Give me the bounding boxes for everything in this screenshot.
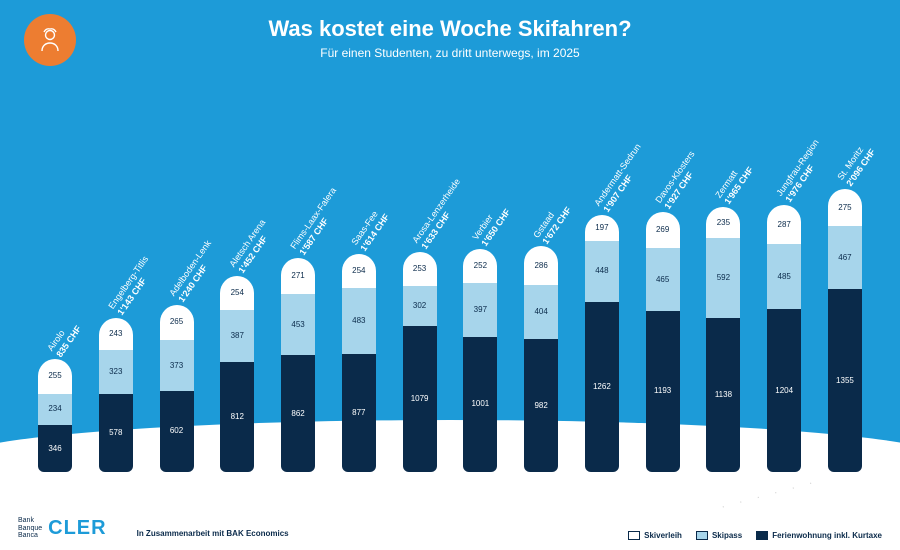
bar-column: Saas-Fee1'614 CHF254483877 — [334, 254, 384, 472]
bar-segment-skipass: 404 — [524, 285, 558, 340]
bar-segment-skiverleih: 269 — [646, 212, 680, 248]
swatch-skiverleih — [628, 531, 640, 540]
bar-column: Andermatt-Sedrun1'907 CHF1974481262 — [577, 215, 627, 472]
bar-column: Verbier1'650 CHF2523971001 — [455, 249, 505, 472]
stacked-bar: 255234346 — [38, 359, 72, 472]
chart-subtitle: Für einen Studenten, zu dritt unterwegs,… — [0, 46, 900, 60]
bar-label: Verbier1'650 CHF — [472, 202, 514, 249]
chart-title: Was kostet eine Woche Skifahren? — [0, 16, 900, 42]
bar-segment-skipass: 467 — [828, 226, 862, 289]
bar-segment-skiverleih: 253 — [403, 252, 437, 286]
legend: Skiverleih Skipass Ferienwohnung inkl. K… — [628, 531, 882, 540]
legend-item-skipass: Skipass — [696, 531, 742, 540]
bar-segment-skiverleih: 197 — [585, 215, 619, 242]
bar-segment-skipass: 302 — [403, 286, 437, 327]
legend-label: Skiverleih — [644, 531, 682, 540]
bar-segment-skipass: 465 — [646, 248, 680, 311]
stacked-bar: 243323578 — [99, 318, 133, 472]
bar-column: Jungfrau-Region1'976 CHF2874851204 — [759, 205, 809, 472]
swatch-wohnung — [756, 531, 768, 540]
brand-logo: BankBanqueBanca CLER — [18, 517, 107, 540]
bar-segment-skipass: 453 — [281, 294, 315, 355]
bar-segment-skipass: 483 — [342, 288, 376, 353]
footer: BankBanqueBanca CLER In Zusammenarbeit m… — [18, 517, 882, 540]
bar-segment-wohnung: 346 — [38, 425, 72, 472]
stacked-bar: 265373602 — [160, 305, 194, 472]
bar-label: Arosa-Lenzerheide1'633 CHF — [411, 177, 472, 251]
legend-label: Skipass — [712, 531, 742, 540]
bar-label: Flims-Laax-Falera1'587 CHF — [289, 186, 348, 257]
stacked-bar: 254483877 — [342, 254, 376, 472]
bar-segment-skiverleih: 286 — [524, 246, 558, 285]
bar-segment-wohnung: 812 — [220, 362, 254, 472]
stacked-bar: 2754671355 — [828, 189, 862, 472]
bar-segment-skiverleih: 275 — [828, 189, 862, 226]
bar-segment-wohnung: 1001 — [463, 337, 497, 472]
bar-segment-skiverleih: 287 — [767, 205, 801, 244]
bar-segment-skipass: 448 — [585, 241, 619, 301]
bar-column: Davos-Klosters1'927 CHF2694651193 — [638, 212, 688, 472]
bar-segment-wohnung: 602 — [160, 391, 194, 472]
brand-name: CLER — [48, 517, 106, 540]
bar-segment-skiverleih: 265 — [160, 305, 194, 341]
bar-segment-wohnung: 862 — [281, 355, 315, 471]
bar-label: Aletsch Arena1'452 CHF — [228, 218, 277, 275]
stacked-bar: 271453862 — [281, 258, 315, 472]
bar-label: Saas-Fee1'614 CHF — [350, 207, 392, 254]
bar-column: Flims-Laax-Falera1'587 CHF271453862 — [273, 258, 323, 472]
bar-label: Airolo835 CHF — [46, 318, 84, 359]
bar-segment-skipass: 373 — [160, 340, 194, 390]
bar-segment-skipass: 397 — [463, 283, 497, 337]
bar-segment-skiverleih: 255 — [38, 359, 72, 393]
bar-segment-wohnung: 1355 — [828, 289, 862, 472]
legend-item-wohnung: Ferienwohnung inkl. Kurtaxe — [756, 531, 882, 540]
bar-column: Gstaad1'672 CHF286404982 — [516, 246, 566, 472]
bank-label: BankBanqueBanca — [18, 517, 42, 540]
bar-column: Aletsch Arena1'452 CHF254387812 — [212, 276, 262, 472]
swatch-skipass — [696, 531, 708, 540]
bar-column: Arosa-Lenzerheide1'633 CHF2533021079 — [395, 252, 445, 472]
stacked-bar: 2523971001 — [463, 249, 497, 472]
bar-segment-skipass: 323 — [99, 350, 133, 394]
bar-segment-skiverleih: 243 — [99, 318, 133, 351]
bar-segment-skipass: 234 — [38, 394, 72, 426]
bar-chart: Airolo835 CHF255234346Engelberg-Titlis1'… — [30, 102, 870, 472]
stacked-bar: 2533021079 — [403, 252, 437, 472]
bar-label: Gstaad1'672 CHF — [532, 199, 574, 246]
bar-column: Engelberg-Titlis1'143 CHF243323578 — [91, 318, 141, 472]
bar-segment-wohnung: 1079 — [403, 326, 437, 472]
bar-column: St. Moritz2'096 CHF2754671355 — [820, 189, 870, 472]
bar-segment-skiverleih: 252 — [463, 249, 497, 283]
collaboration-text: In Zusammenarbeit mit BAK Economics — [137, 529, 289, 540]
bar-segment-skipass: 387 — [220, 310, 254, 362]
bar-segment-wohnung: 1204 — [767, 309, 801, 472]
bar-label: Davos-Klosters1'927 CHF — [654, 150, 706, 212]
bar-label: Andermatt-Sedrun1'907 CHF — [593, 142, 652, 214]
bar-segment-skiverleih: 254 — [342, 254, 376, 288]
bar-segment-skipass: 592 — [706, 238, 740, 318]
stacked-bar: 2355921138 — [706, 207, 740, 472]
bar-column: Airolo835 CHF255234346 — [30, 359, 80, 472]
bar-segment-wohnung: 1138 — [706, 318, 740, 472]
bar-segment-wohnung: 1262 — [585, 302, 619, 472]
bar-segment-wohnung: 578 — [99, 394, 133, 472]
stacked-bar: 2694651193 — [646, 212, 680, 472]
bar-segment-skiverleih: 254 — [220, 276, 254, 310]
bar-column: Zermatt1'965 CHF2355921138 — [698, 207, 748, 472]
stacked-bar: 286404982 — [524, 246, 558, 472]
bar-segment-wohnung: 877 — [342, 354, 376, 472]
legend-item-skiverleih: Skiverleih — [628, 531, 682, 540]
legend-label: Ferienwohnung inkl. Kurtaxe — [772, 531, 882, 540]
stacked-bar: 2874851204 — [767, 205, 801, 472]
bar-segment-wohnung: 982 — [524, 339, 558, 472]
bar-column: Adelboden-Lenk1'240 CHF265373602 — [152, 305, 202, 472]
header: Was kostet eine Woche Skifahren? Für ein… — [0, 16, 900, 60]
bar-segment-skipass: 485 — [767, 244, 801, 309]
bar-label: Zermatt1'965 CHF — [715, 159, 757, 206]
bar-segment-skiverleih: 271 — [281, 258, 315, 295]
stacked-bar: 254387812 — [220, 276, 254, 472]
bar-segment-skiverleih: 235 — [706, 207, 740, 239]
stacked-bar: 1974481262 — [585, 215, 619, 472]
bar-segment-wohnung: 1193 — [646, 311, 680, 472]
